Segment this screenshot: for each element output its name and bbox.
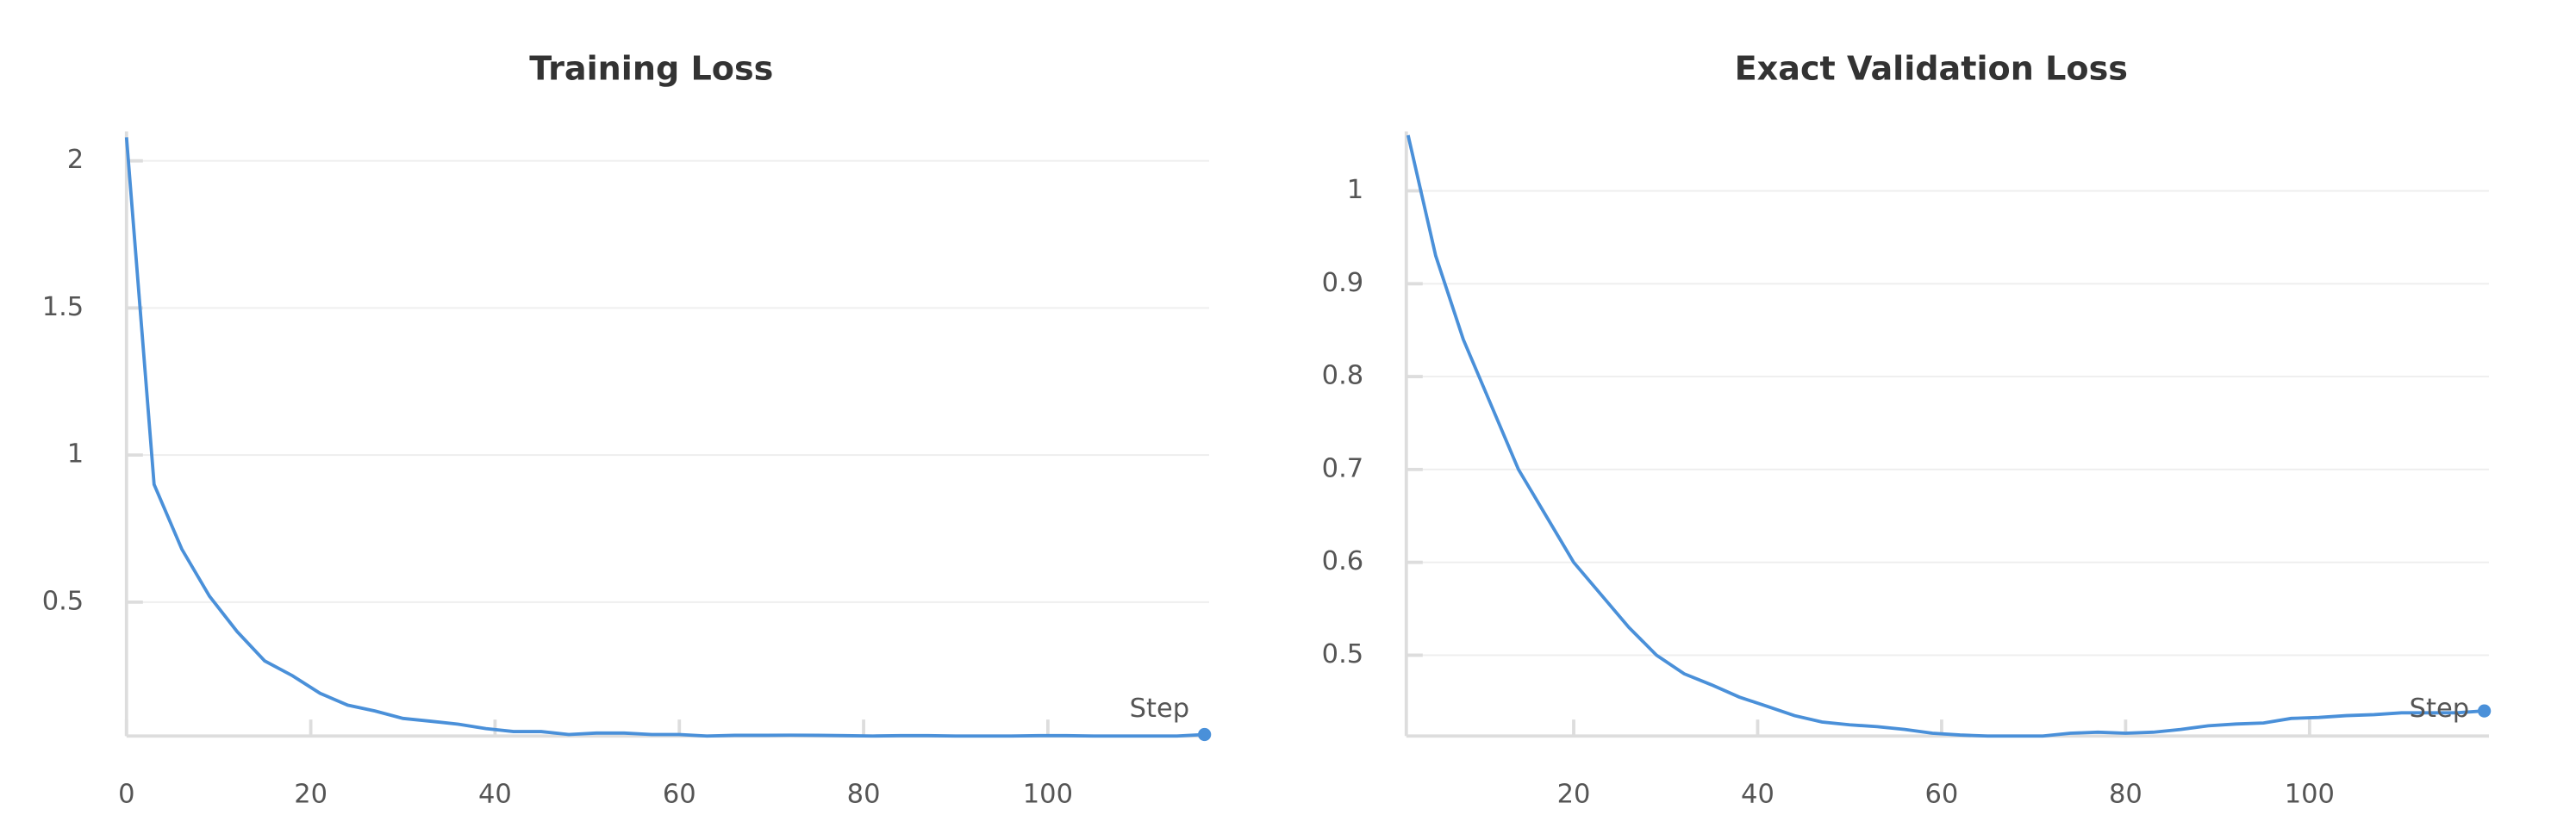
y-tick-label: 0.5 xyxy=(1322,639,1364,669)
y-tick-label: 0.8 xyxy=(1322,361,1364,391)
end-point xyxy=(2478,704,2492,718)
y-tick-label: 0.9 xyxy=(1322,268,1364,298)
y-tick-label: 1 xyxy=(67,439,84,470)
x-tick-label: 40 xyxy=(478,779,512,809)
x-tick-label: 0 xyxy=(118,779,134,809)
x-axis-label: Step xyxy=(1130,694,1189,724)
x-tick-label: 20 xyxy=(1557,779,1591,809)
x-tick-label: 20 xyxy=(294,779,327,809)
x-tick-label: 60 xyxy=(663,779,696,809)
x-tick-label: 80 xyxy=(2109,779,2143,809)
y-tick-label: 1.5 xyxy=(42,292,84,322)
x-tick-label: 80 xyxy=(847,779,881,809)
loss-line xyxy=(124,137,1205,738)
chart-title: Exact Validation Loss xyxy=(1735,49,2128,87)
chart-title: Training Loss xyxy=(529,49,773,87)
y-tick-label: 0.6 xyxy=(1322,546,1364,576)
x-tick-label: 100 xyxy=(1023,779,1073,809)
y-tick-label: 0.7 xyxy=(1322,453,1364,483)
x-tick-label: 100 xyxy=(2285,779,2335,809)
y-tick-label: 0.5 xyxy=(42,586,84,616)
x-tick-label: 60 xyxy=(1925,779,1959,809)
loss-line xyxy=(1406,134,2485,738)
x-axis-label: Step xyxy=(2410,694,2469,724)
y-tick-label: 2 xyxy=(67,145,84,175)
end-point xyxy=(1198,727,1212,742)
x-tick-label: 40 xyxy=(1741,779,1775,809)
y-tick-label: 1 xyxy=(1347,175,1363,205)
